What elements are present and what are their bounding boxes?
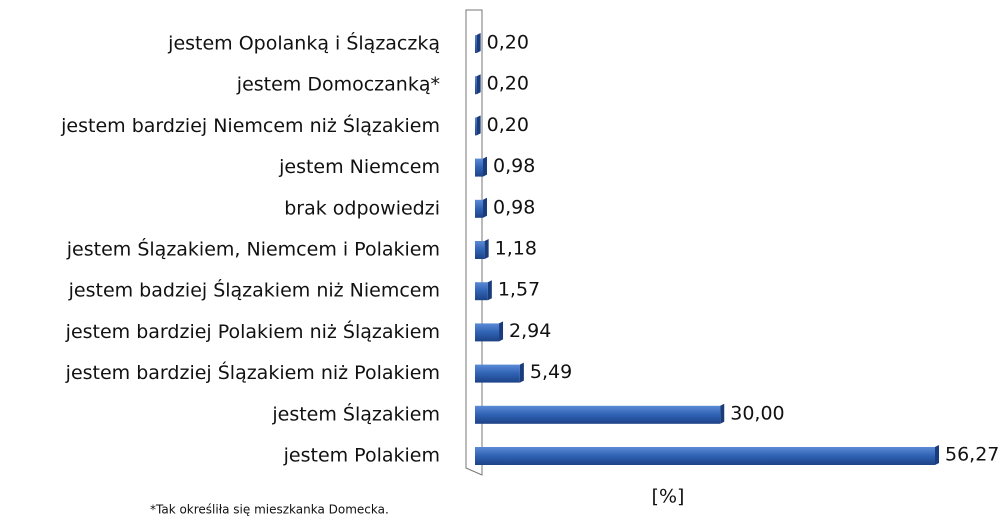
bar-end [487,280,492,301]
category-label: jestem Polakiem [283,445,440,467]
category-label: jestem bardziej Polakiem niż Ślązakiem [65,319,440,343]
category-label: brak odpowiedzi [284,197,440,219]
bar [475,405,721,424]
bar [475,158,484,177]
bar [475,364,520,383]
category-label: jestem Domoczanką* [236,74,440,96]
category-label: jestem bardziej Ślązakiem niż Polakiem [65,360,440,384]
bar-end [476,33,481,53]
bar-end [483,197,488,218]
bar [475,323,500,342]
value-label: 1,57 [498,279,540,301]
value-label: 0,20 [487,32,529,54]
bar-end [519,362,524,383]
bar [475,447,935,465]
category-label: jestem Ślązakiem, Niemcem i Polakiem [66,237,440,261]
category-label: jestem Niemcem [278,156,440,178]
value-label: 5,49 [530,361,572,383]
footnote: *Tak określiła się mieszkanka Domecka. [150,503,389,517]
category-label: jestem Opolanką i Ślązaczką [167,31,440,55]
bar-end [483,156,488,177]
bar-end [499,321,504,342]
category-label: jestem Ślązakiem [271,401,440,425]
bar-end [476,74,481,95]
bar [475,35,477,53]
value-label: 0,20 [487,114,529,136]
value-label: 0,20 [487,73,529,95]
bar-end [484,239,489,259]
value-label: 1,18 [495,238,537,260]
bar [475,76,477,95]
bar [475,117,477,136]
bar-end [720,403,725,424]
value-label: 56,27 [945,444,999,466]
value-label: 30,00 [730,402,784,424]
bar-end [476,115,481,136]
bar [475,282,488,301]
value-label: 0,98 [493,155,535,177]
category-label: jestem bardziej Niemcem niż Ślązakiem [60,113,440,137]
bar [475,199,484,218]
category-label: jestem badziej Ślązakiem niż Niemcem [68,278,440,302]
bar [475,241,485,259]
bar-end [935,445,939,465]
x-axis-label: [%] [652,486,685,508]
value-label: 2,94 [509,320,551,342]
value-label: 0,98 [493,196,535,218]
